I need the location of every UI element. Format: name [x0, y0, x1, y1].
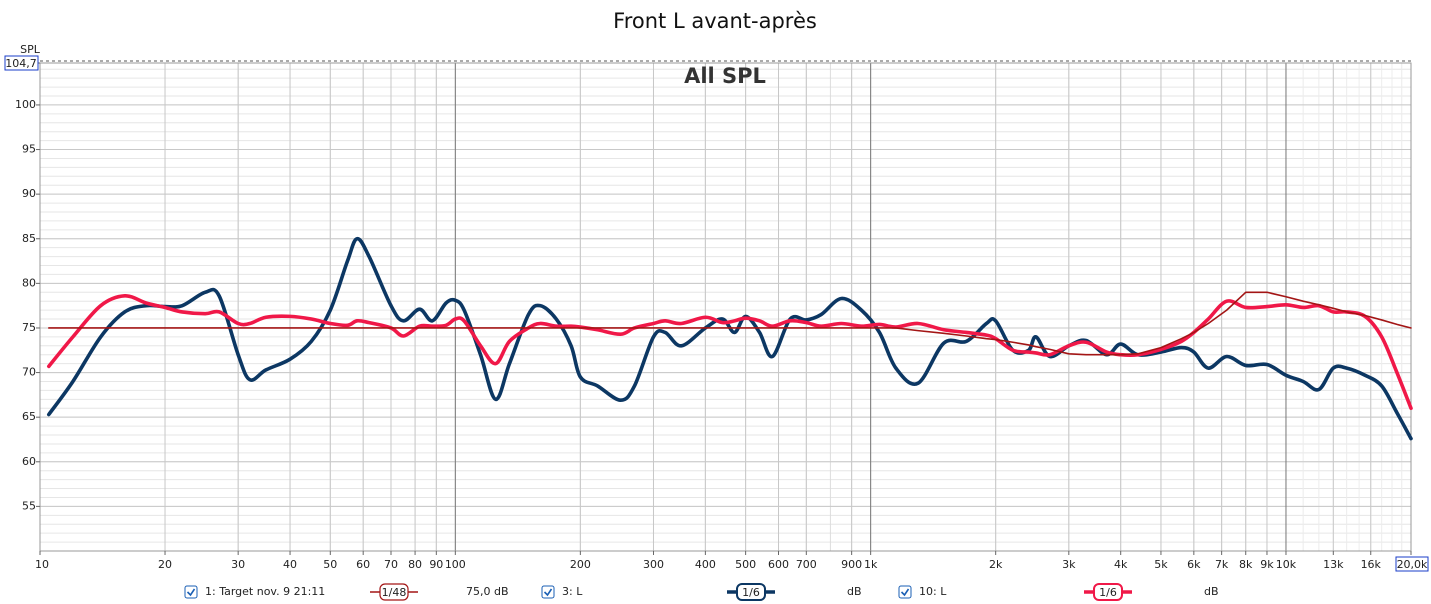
legend: 1: Target nov. 9 21:11 1/48 75,0 dB 3: L 1/6… — [184, 583, 1219, 601]
y-tick-label: 90 — [22, 187, 36, 200]
x-tick-label: 700 — [796, 558, 817, 571]
smoothing-box[interactable] — [1093, 583, 1123, 601]
legend-checkbox[interactable] — [541, 585, 555, 599]
y-tick-label: 75 — [22, 321, 36, 334]
x-tick-label: 300 — [643, 558, 664, 571]
x-tick-label: 30 — [231, 558, 245, 571]
annotation: All SPL — [684, 64, 766, 88]
series-line — [47, 294, 1413, 411]
legend-checkbox[interactable] — [184, 585, 198, 599]
y-tick-label: 100 — [15, 98, 36, 111]
x-tick-label: 1k — [864, 558, 878, 571]
smoothing-label: 1/6 — [742, 586, 760, 599]
x-tick-label: 100 — [445, 558, 466, 571]
smoothing-label: 1/6 — [1099, 586, 1117, 599]
y-axis-label: SPL — [20, 43, 41, 56]
legend-label: 3: L — [562, 585, 583, 598]
x-tick-label: 4k — [1114, 558, 1128, 571]
y-tick-label: 85 — [22, 232, 36, 245]
legend-entry[interactable]: 10: L 1/6 dB — [898, 583, 1219, 601]
smoothing-box[interactable] — [379, 583, 409, 601]
legend-check — [543, 588, 553, 597]
axes: 55 60 65 70 75 80 85 90 95 100 104,7 10 20 30 40 50 60 70… — [4, 55, 1429, 572]
x-tick-label: 80 — [408, 558, 422, 571]
legend-label: 1: Target nov. 9 21:11 — [205, 585, 325, 598]
y-tick-label: 80 — [22, 276, 36, 289]
x-tick-label: 10 — [35, 558, 49, 571]
x-tick-label: 400 — [695, 558, 716, 571]
x-tick-label: 3k — [1062, 558, 1076, 571]
legend-entry[interactable]: 1: Target nov. 9 21:11 1/48 75,0 dB — [184, 583, 509, 601]
x-tick-label: 90 — [429, 558, 443, 571]
plot-frame — [39, 62, 1412, 552]
legend-check — [900, 588, 910, 597]
x-tick-label: 40 — [283, 558, 297, 571]
x-tick-label: 20,0k — [1397, 558, 1428, 571]
limit-box — [4, 55, 39, 71]
x-tick-label: 8k — [1239, 558, 1253, 571]
lines — [47, 236, 1413, 441]
smoothing-box[interactable] — [736, 583, 766, 601]
y-tick-label: 55 — [22, 499, 36, 512]
legend-level: dB — [1204, 585, 1219, 598]
y-tick-label: 65 — [22, 410, 36, 423]
series-line — [48, 291, 1412, 356]
limit-box — [1395, 556, 1429, 572]
y-tick-label: 70 — [22, 366, 36, 379]
x-tick-label: 600 — [768, 558, 789, 571]
x-tick-label: 9k — [1260, 558, 1274, 571]
smoothing-label: 1/48 — [382, 586, 407, 599]
x-tick-label: 7k — [1215, 558, 1229, 571]
y-tick-label: 60 — [22, 455, 36, 468]
y-tick-label: 95 — [22, 143, 36, 156]
legend-level: 75,0 dB — [466, 585, 509, 598]
x-tick-label: 20 — [158, 558, 172, 571]
x-tick-label: 5k — [1154, 558, 1168, 571]
y-tick-label: 104,7 — [5, 57, 37, 70]
x-tick-label: 10k — [1276, 558, 1297, 571]
x-tick-label: 16k — [1361, 558, 1382, 571]
x-tick-label: 900 — [841, 558, 862, 571]
legend-entry[interactable]: 3: L 1/6 dB — [541, 583, 862, 601]
chart-title: Front L avant-après — [613, 9, 817, 33]
x-tick-label: 60 — [356, 558, 370, 571]
legend-label: 10: L — [919, 585, 947, 598]
x-tick-label: 50 — [323, 558, 337, 571]
x-tick-label: 6k — [1187, 558, 1201, 571]
x-tick-label: 200 — [570, 558, 591, 571]
x-tick-label: 70 — [384, 558, 398, 571]
legend-checkbox[interactable] — [898, 585, 912, 599]
x-tick-label: 2k — [989, 558, 1003, 571]
x-tick-label: 13k — [1323, 558, 1344, 571]
x-tick-label: 500 — [735, 558, 756, 571]
legend-check — [186, 588, 196, 597]
legend-level: dB — [847, 585, 862, 598]
grid — [39, 62, 1412, 552]
